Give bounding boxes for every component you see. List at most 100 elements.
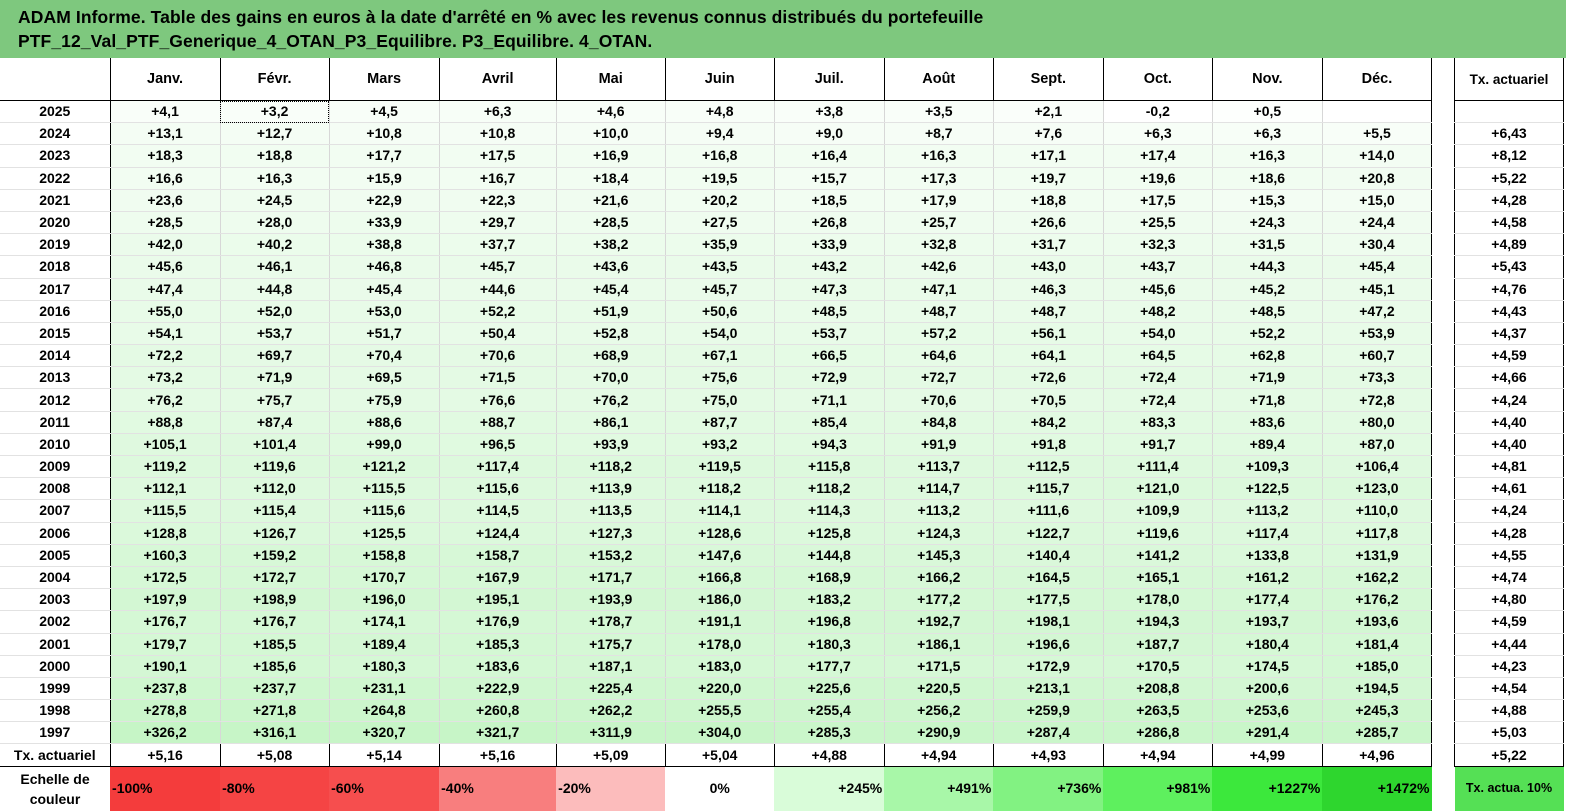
actuarial-row: +4,76 bbox=[1454, 278, 1564, 301]
gain-cell: +17,4 bbox=[1102, 144, 1213, 168]
gain-cell: +172,5 bbox=[109, 566, 221, 590]
table-row: 2000 +190,1 +185,6 +180,3 +183,6 +187,1 +183,0… bbox=[0, 655, 1433, 678]
actuarial-row: +5,43 bbox=[1454, 255, 1564, 279]
gain-cell: +121,2 bbox=[328, 455, 440, 479]
average-cell: +5,14 bbox=[328, 743, 440, 767]
gain-cell: +14,0 bbox=[1321, 144, 1433, 168]
gain-cell: +6,3 bbox=[1211, 122, 1323, 146]
gain-cell: +33,9 bbox=[773, 233, 885, 257]
gain-cell: +32,3 bbox=[1102, 233, 1213, 257]
gain-cell: +105,1 bbox=[109, 433, 221, 457]
gain-cell: +52,8 bbox=[555, 322, 666, 346]
gain-cell: +9,0 bbox=[773, 122, 885, 146]
gain-cell: +119,2 bbox=[109, 455, 221, 479]
gain-cell: +144,8 bbox=[773, 544, 885, 567]
gain-cell: +114,3 bbox=[773, 499, 885, 523]
gain-cell: +75,7 bbox=[219, 388, 330, 412]
gain-cell: +119,6 bbox=[219, 455, 330, 479]
actuarial-rate-table: Tx. actuariel +6,43 +8,12 +5,22 +4,28 +4,58 +… bbox=[1454, 58, 1564, 811]
gain-cell: +76,2 bbox=[555, 388, 666, 412]
year-label: 2016 bbox=[0, 300, 111, 323]
gain-cell: +264,8 bbox=[328, 699, 440, 723]
gain-cell: +48,2 bbox=[1102, 300, 1213, 323]
year-label: 2003 bbox=[0, 588, 111, 612]
gain-cell: +158,7 bbox=[438, 544, 557, 567]
actuarial-row: +4,74 bbox=[1454, 566, 1564, 590]
gain-cell: +180,3 bbox=[773, 633, 885, 656]
gain-cell: +186,1 bbox=[883, 633, 994, 656]
gain-cell: +263,5 bbox=[1102, 699, 1213, 723]
gain-cell: +133,8 bbox=[1211, 544, 1323, 567]
gain-cell: +192,7 bbox=[883, 610, 994, 634]
gain-cell: +18,4 bbox=[555, 167, 666, 190]
actuarial-rate-cell: +4,89 bbox=[1454, 233, 1564, 257]
year-label: 2020 bbox=[0, 211, 111, 235]
gain-cell: +45,6 bbox=[1102, 278, 1213, 301]
gain-cell: +16,9 bbox=[555, 144, 666, 168]
gain-cell: +91,8 bbox=[992, 433, 1104, 457]
gain-cell: +28,0 bbox=[219, 211, 330, 235]
actuarial-rate-cell: +4,74 bbox=[1454, 566, 1564, 590]
gain-cell: -0,2 bbox=[1102, 100, 1213, 124]
gain-cell: +16,3 bbox=[1211, 144, 1323, 168]
gain-cell: +117,4 bbox=[1211, 522, 1323, 545]
actuarial-row: +5,03 bbox=[1454, 721, 1564, 745]
gain-cell: +71,8 bbox=[1211, 388, 1323, 412]
gain-cell: +220,0 bbox=[664, 677, 775, 701]
actuarial-rate-cell: +4,23 bbox=[1454, 655, 1564, 678]
gain-cell: +166,2 bbox=[883, 566, 994, 590]
gain-cell: +87,4 bbox=[219, 411, 330, 434]
gain-cell: +43,6 bbox=[555, 255, 666, 279]
table-row: 2003 +197,9 +198,9 +196,0 +195,1 +193,9 +186,0… bbox=[0, 588, 1433, 612]
actuarial-row: +4,89 bbox=[1454, 233, 1564, 257]
gain-cell: +15,0 bbox=[1321, 189, 1433, 212]
gain-cell: +2,1 bbox=[992, 100, 1104, 124]
actuarial-rate-cell: +4,61 bbox=[1454, 477, 1564, 501]
actuarial-rate-cell: +4,24 bbox=[1454, 499, 1564, 523]
gain-cell: +191,1 bbox=[664, 610, 775, 634]
gain-cell: +174,1 bbox=[328, 610, 440, 634]
year-label: 2005 bbox=[0, 544, 111, 567]
year-label: 2019 bbox=[0, 233, 111, 257]
gain-cell: +7,6 bbox=[992, 122, 1104, 146]
actuarial-row: +4,23 bbox=[1454, 655, 1564, 678]
gain-cell: +48,7 bbox=[992, 300, 1104, 323]
month-header: Mars bbox=[328, 58, 440, 101]
gain-cell: +176,7 bbox=[219, 610, 330, 634]
gain-cell: +115,6 bbox=[328, 499, 440, 523]
gain-cell: +50,4 bbox=[438, 322, 557, 346]
gain-cell: +113,9 bbox=[555, 477, 666, 501]
year-label: 2022 bbox=[0, 167, 111, 190]
table-row: 2025 +4,1 +3,2 +4,5 +6,3 +4,6 +4,8 +3,8 +3,5 +2,1… bbox=[0, 100, 1433, 124]
gain-cell: +167,9 bbox=[438, 566, 557, 590]
gain-cell: +190,1 bbox=[109, 655, 221, 678]
gain-cell: +45,7 bbox=[664, 278, 775, 301]
table-row: 2002 +176,7 +176,7 +174,1 +176,9 +178,7 +191,1… bbox=[0, 610, 1433, 634]
gain-cell: +68,9 bbox=[555, 344, 666, 368]
color-scale-swatch: -20% bbox=[556, 766, 666, 811]
gain-cell: +131,9 bbox=[1321, 544, 1433, 567]
gain-cell: +24,3 bbox=[1211, 211, 1323, 235]
gain-cell: +28,5 bbox=[555, 211, 666, 235]
gain-cell: +15,3 bbox=[1211, 189, 1323, 212]
gain-cell: +23,6 bbox=[109, 189, 221, 212]
actuarial-rate-cell: +4,55 bbox=[1454, 544, 1564, 567]
gain-cell: +43,5 bbox=[664, 255, 775, 279]
month-header: Janv. bbox=[109, 58, 221, 101]
gain-cell: +16,6 bbox=[109, 167, 221, 190]
gain-cell: +51,7 bbox=[328, 322, 440, 346]
gain-cell: +10,8 bbox=[438, 122, 557, 146]
actuarial-scale-row: Tx. actua. 10% bbox=[1454, 766, 1564, 811]
gain-cell: +171,5 bbox=[883, 655, 994, 678]
gain-cell: +115,7 bbox=[992, 477, 1104, 501]
year-label: 2009 bbox=[0, 455, 111, 479]
gain-cell: +193,9 bbox=[555, 588, 666, 612]
gain-cell: +44,3 bbox=[1211, 255, 1323, 279]
gain-cell: +220,5 bbox=[883, 677, 994, 701]
gain-cell: +52,2 bbox=[1211, 322, 1323, 346]
actuarial-row: +4,61 bbox=[1454, 477, 1564, 501]
gain-cell: +43,2 bbox=[773, 255, 885, 279]
gain-cell: +0,5 bbox=[1211, 100, 1323, 124]
gain-cell: +70,5 bbox=[992, 388, 1104, 412]
gain-cell: +16,8 bbox=[664, 144, 775, 168]
